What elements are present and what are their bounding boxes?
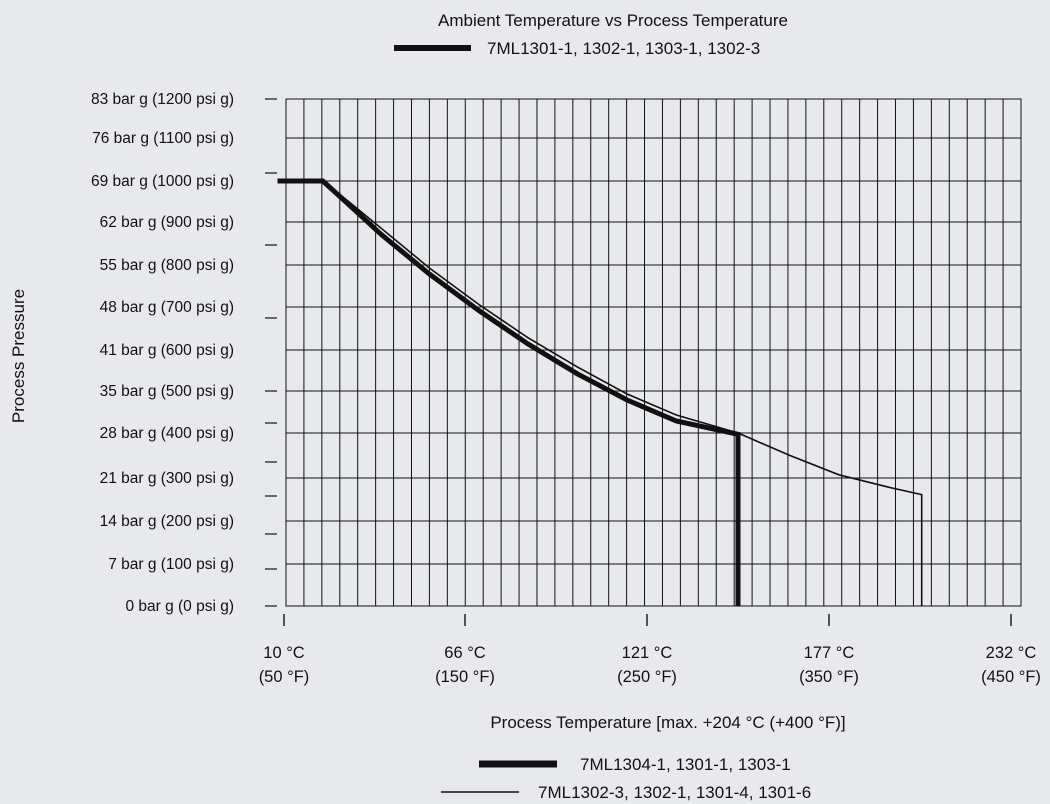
y-tick-label: 21 bar g (300 psi g) (100, 470, 234, 487)
chart-title: Ambient Temperature vs Process Temperatu… (438, 11, 788, 30)
y-tick-label: 41 bar g (600 psi g) (100, 342, 234, 359)
y-axis-label: Process Pressure (9, 289, 28, 423)
y-tick-label: 69 bar g (1000 psi g) (91, 173, 234, 190)
y-tick-label: 0 bar g (0 psi g) (125, 598, 234, 615)
y-axis-ticks (265, 98, 277, 607)
x-tick-label-fahrenheit: (350 °F) (799, 668, 859, 686)
x-tick-label-fahrenheit: (250 °F) (617, 668, 677, 686)
legend-label-bottom-thin: 7ML1302-3, 1302-1, 1301-4, 1301-6 (538, 783, 811, 802)
horizontal-gridlines (286, 137, 1021, 565)
series-layer (277, 178, 923, 606)
y-tick-label: 83 bar g (1200 psi g) (91, 91, 234, 108)
x-tick-label-celsius: 121 °C (622, 644, 673, 662)
y-tick-label: 55 bar g (800 psi g) (100, 257, 234, 274)
y-tick-label: 28 bar g (400 psi g) (100, 425, 234, 442)
x-tick-label-celsius: 177 °C (804, 644, 855, 662)
y-tick-label: 14 bar g (200 psi g) (100, 513, 234, 530)
x-axis-ticks (283, 614, 1012, 626)
y-tick-label: 7 bar g (100 psi g) (108, 556, 234, 573)
legend-label-bottom-thick: 7ML1304-1, 1301-1, 1303-1 (580, 755, 791, 774)
y-tick-label: 48 bar g (700 psi g) (100, 299, 234, 316)
x-tick-label-fahrenheit: (450 °F) (981, 668, 1041, 686)
x-tick-label-celsius: 232 °C (986, 644, 1037, 662)
y-axis-tick-labels: 0 bar g (0 psi g) 7 bar g (100 psi g) 14 b… (91, 91, 234, 615)
y-tick-label: 62 bar g (900 psi g) (100, 214, 234, 231)
x-tick-label-fahrenheit: (150 °F) (435, 668, 495, 686)
x-axis-label: Process Temperature [max. +204 °C (+400 … (490, 713, 845, 732)
x-tick-label-celsius: 10 °C (263, 644, 305, 662)
series-line-thin (277, 180, 923, 606)
y-tick-label: 76 bar g (1100 psi g) (92, 130, 234, 147)
vertical-gridlines (303, 99, 1004, 606)
series-line-thick (277, 178, 741, 606)
x-axis-tick-labels: 10 °C (50 °F) 66 °C (150 °F) 121 °C (250 °F) 1… (259, 644, 1041, 686)
x-tick-label-fahrenheit: (50 °F) (259, 668, 310, 686)
legend-label-top: 7ML1301-1, 1302-1, 1303-1, 1302-3 (487, 39, 760, 58)
plot-frame (285, 98, 1022, 607)
y-tick-label: 35 bar g (500 psi g) (100, 383, 234, 400)
x-tick-label-celsius: 66 °C (444, 644, 486, 662)
